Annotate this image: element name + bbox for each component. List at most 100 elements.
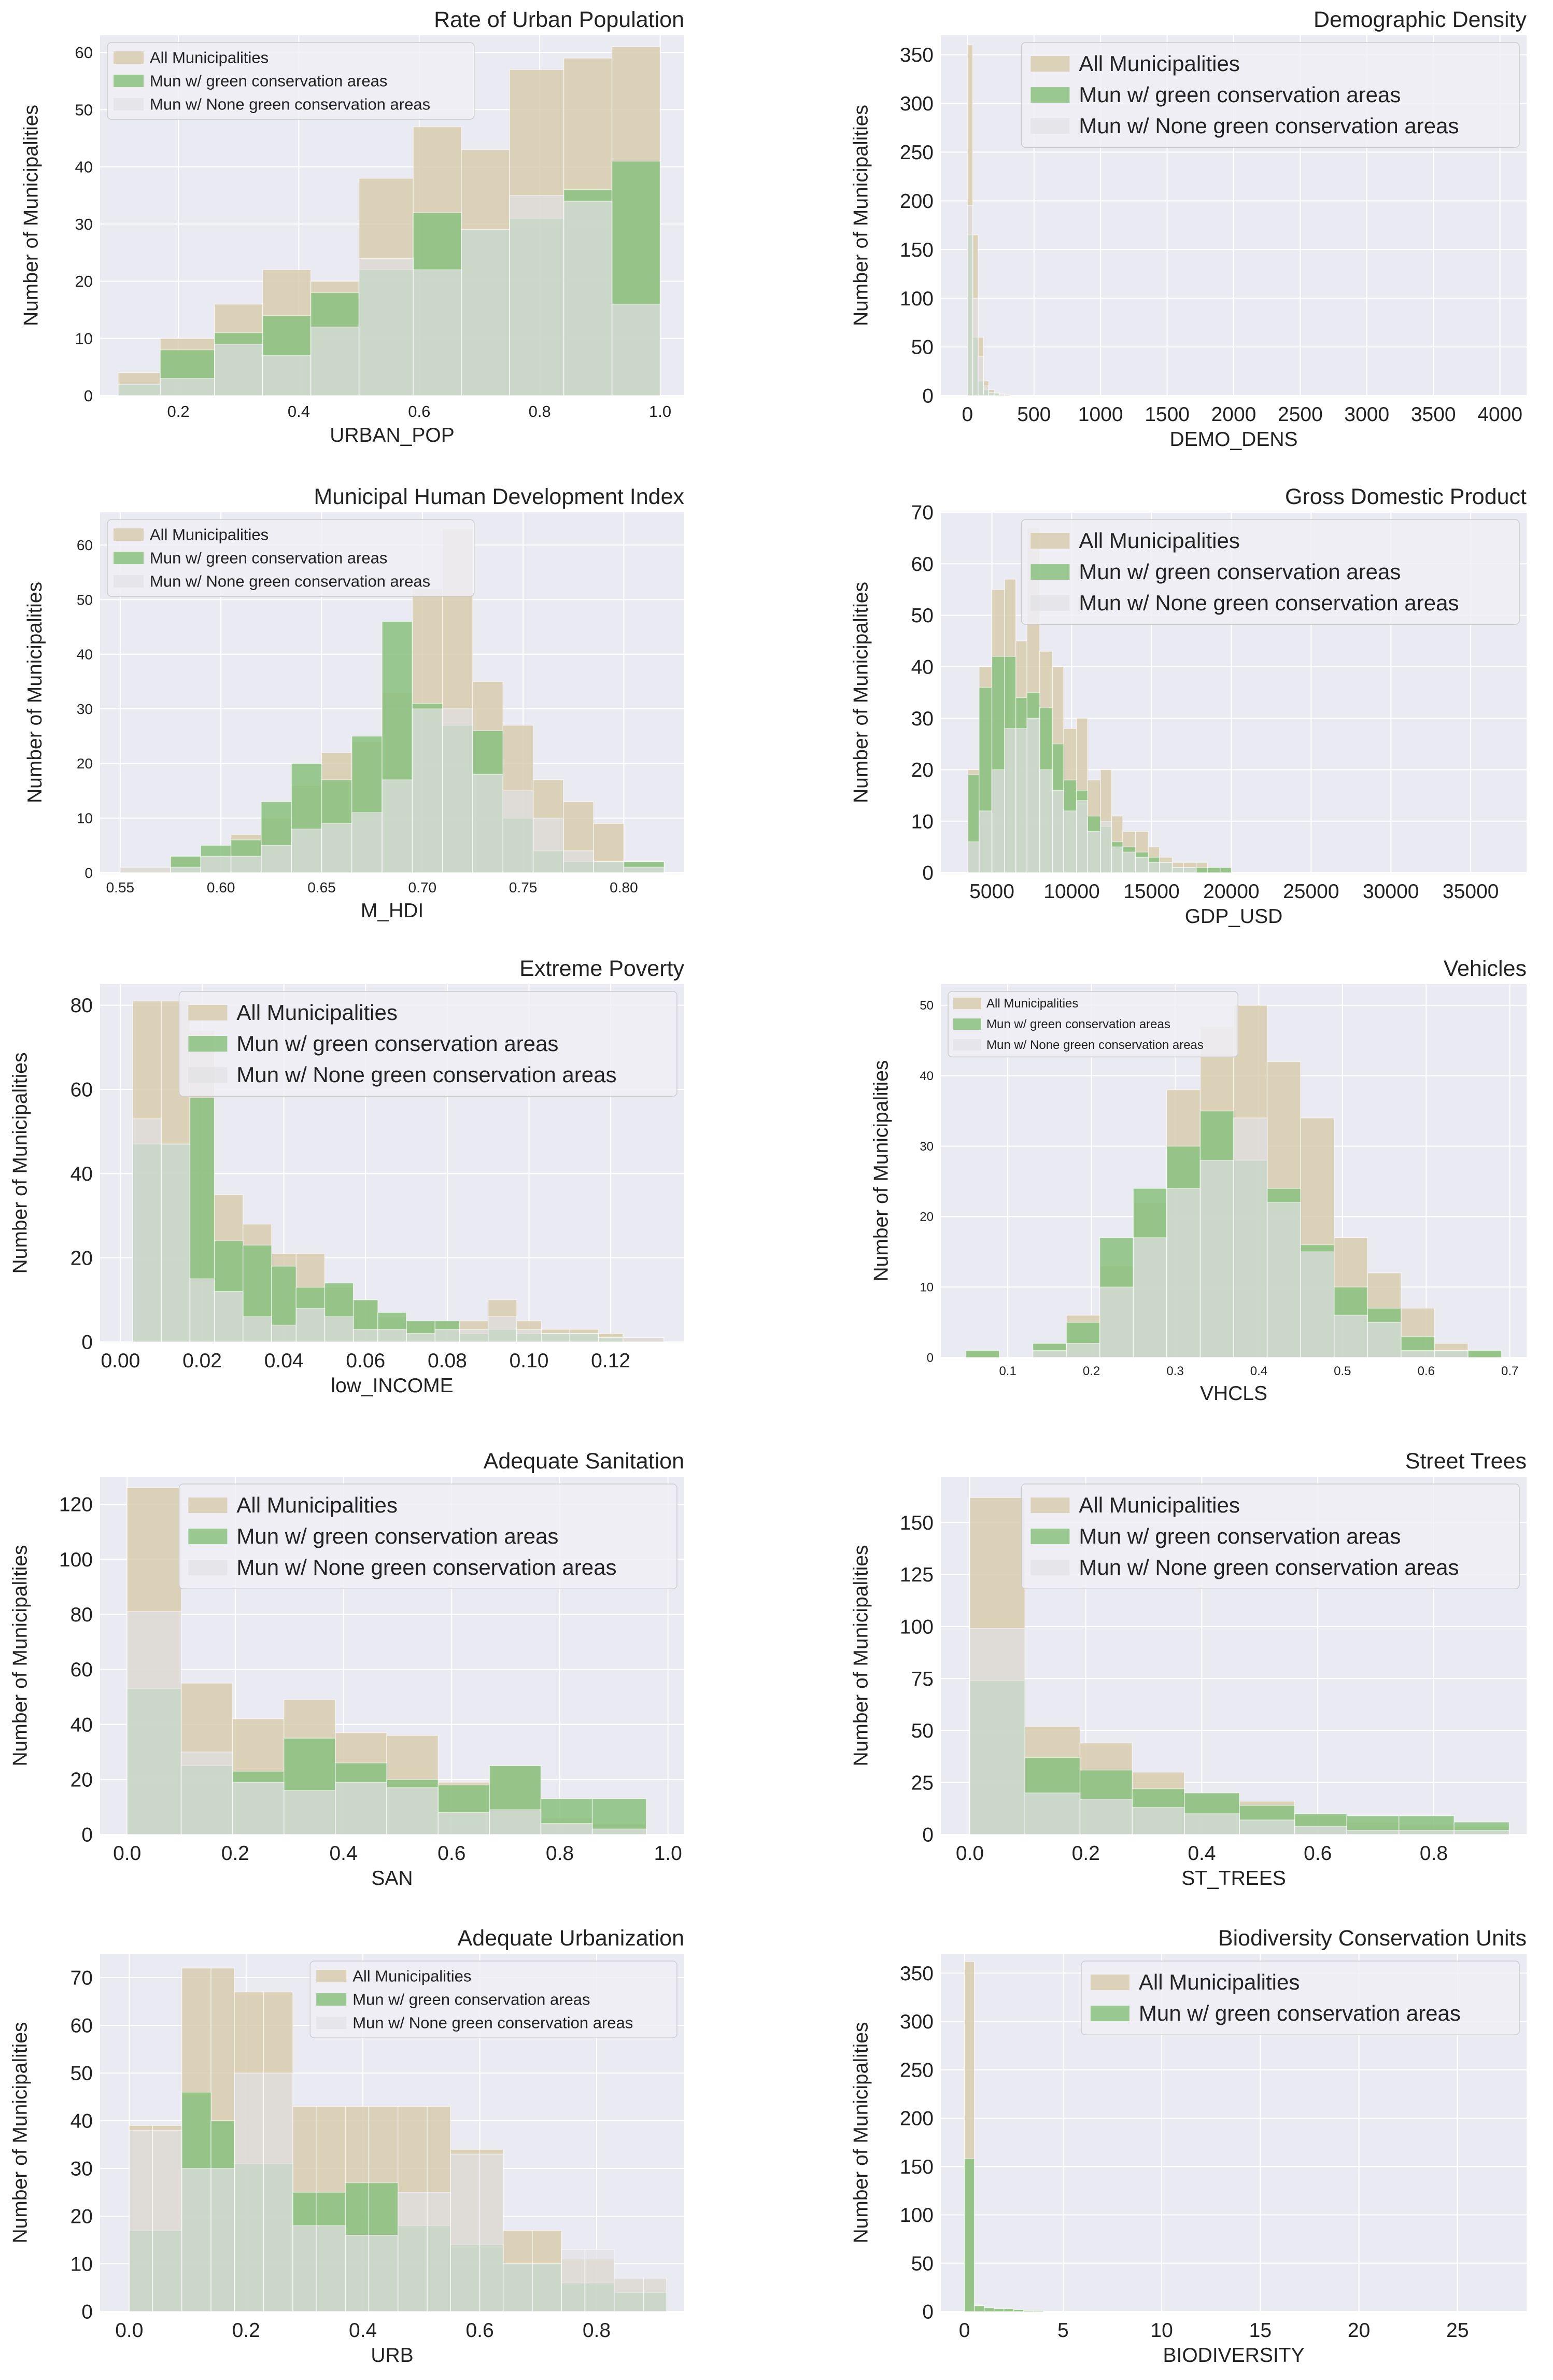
x-axis-label: DEMO_DENS (1169, 428, 1297, 451)
bar (1032, 1350, 1067, 1358)
bar (584, 2249, 615, 2312)
legend-label-green: Mun w/ green conservation areas (1079, 559, 1401, 584)
x-tick-label: 25 (1446, 2319, 1469, 2342)
bar (292, 2225, 317, 2312)
bar (358, 258, 414, 396)
bar (502, 790, 534, 873)
bar (261, 845, 292, 873)
bar (1100, 820, 1112, 873)
y-tick-label: 20 (70, 2206, 93, 2228)
bar (1333, 1314, 1368, 1358)
legend-swatch-green (1030, 564, 1070, 580)
legend: All Municipalities Mun w/ green conservat… (948, 991, 1238, 1058)
y-tick-label: 0 (922, 1824, 934, 1846)
x-tick-label: 0.3 (1166, 1364, 1183, 1378)
bar (295, 1308, 326, 1342)
bar (310, 326, 360, 396)
bar (126, 1611, 182, 1835)
y-tick-label: 0 (81, 1824, 93, 1846)
x-axis-label: GDP_USD (1185, 905, 1283, 928)
bar (321, 823, 352, 873)
bar (643, 2277, 667, 2312)
y-tick-label: 10 (77, 810, 93, 826)
legend-box (1021, 42, 1520, 148)
legend-swatch-none (114, 98, 144, 111)
y-tick-label: 60 (75, 44, 93, 62)
y-tick-label: 300 (900, 2011, 934, 2033)
bar (324, 1316, 354, 1342)
legend-label-all: All Municipalities (986, 997, 1078, 1011)
x-tick-label: 0.5 (1334, 1364, 1351, 1378)
legend-label-green: Mun w/ green conservation areas (1079, 82, 1401, 107)
x-tick-label: 0.4 (1250, 1364, 1267, 1378)
chart-title: Gross Domestic Product (1285, 484, 1527, 509)
chart-demo: 0 500 1000 1500 2000 2500 3000 3500 4000 0 50 100 15… (850, 7, 1527, 451)
bar (413, 269, 462, 396)
bar (472, 774, 503, 873)
bar (450, 2153, 481, 2312)
legend-box (1081, 1961, 1520, 2035)
bar (563, 850, 594, 873)
legend-label-none: Mun w/ None green conservation areas (150, 95, 430, 113)
y-axis-label: Number of Municipalities (20, 105, 42, 326)
bar (983, 385, 990, 396)
chart-trees: 0.0 0.2 0.4 0.6 0.8 0 25 50 75 100 125 150 Street Tr… (850, 1449, 1527, 1889)
bar (434, 1328, 460, 1342)
bar (129, 2130, 153, 2312)
bar (623, 866, 665, 873)
y-tick-label: 10 (920, 1281, 934, 1295)
legend-swatch-all (1030, 56, 1070, 72)
bar (1346, 1830, 1400, 1835)
y-tick-label: 80 (70, 1604, 93, 1626)
y-tick-label: 40 (70, 2110, 93, 2133)
y-axis-label: Number of Municipalities (870, 1060, 893, 1281)
legend-box (178, 991, 677, 1097)
y-tick-label: 350 (900, 1963, 934, 1985)
bar (591, 1798, 647, 1835)
legend: All Municipalities Mun w/ green conservat… (178, 1483, 677, 1589)
x-tick-label: 0.10 (510, 1350, 549, 1372)
x-tick-label: 0.6 (437, 1842, 465, 1865)
legend-swatch-all (953, 998, 981, 1010)
bar (1026, 718, 1040, 873)
bar (1024, 1793, 1081, 1835)
bar (991, 769, 1005, 873)
bar (1453, 1830, 1510, 1835)
legend-swatch-green (188, 1529, 228, 1545)
y-tick-label: 10 (70, 2253, 93, 2276)
bar (502, 2263, 533, 2312)
y-tick-label: 70 (70, 1967, 93, 1990)
series-none (118, 195, 661, 396)
legend-label-none: Mun w/ None green conservation areas (236, 1062, 616, 1087)
chart-sanitation: 0.0 0.2 0.4 0.6 0.8 1.0 0 20 40 60 80 100 120 Adequat… (9, 1449, 684, 1889)
x-tick-label: 0.0 (113, 1842, 141, 1865)
bar (263, 2073, 293, 2312)
bar (623, 1337, 665, 1342)
bar (969, 1628, 1025, 1835)
bar (1467, 1350, 1502, 1358)
y-tick-label: 40 (920, 1069, 934, 1083)
bar (210, 2168, 235, 2312)
bar (345, 2235, 370, 2312)
legend-swatch-green (1090, 2006, 1130, 2022)
bar (983, 2307, 995, 2312)
y-tick-label: 50 (77, 592, 93, 608)
x-tick-label: 0.1 (999, 1364, 1016, 1378)
y-axis-label: Number of Municipalities (850, 582, 872, 803)
bar (262, 355, 312, 396)
legend: All Municipalities Mun w/ green conservat… (309, 1961, 677, 2038)
bar (1266, 1202, 1301, 1358)
series-green (964, 2158, 1044, 2312)
y-tick-label: 0 (84, 865, 93, 881)
bar (1367, 1322, 1402, 1358)
y-tick-label: 0 (927, 1351, 934, 1365)
bar (234, 2073, 264, 2312)
chart-urban: 0.2 0.4 0.6 0.8 1.0 0 10 20 30 40 50 60 Rate of Urba… (20, 7, 684, 446)
bar (1063, 810, 1077, 873)
bar (1066, 1343, 1100, 1358)
bar (335, 1782, 387, 1835)
bar (1199, 1159, 1234, 1358)
y-tick-label: 30 (75, 215, 93, 233)
y-tick-label: 100 (900, 2204, 934, 2227)
bar (965, 1350, 1000, 1358)
